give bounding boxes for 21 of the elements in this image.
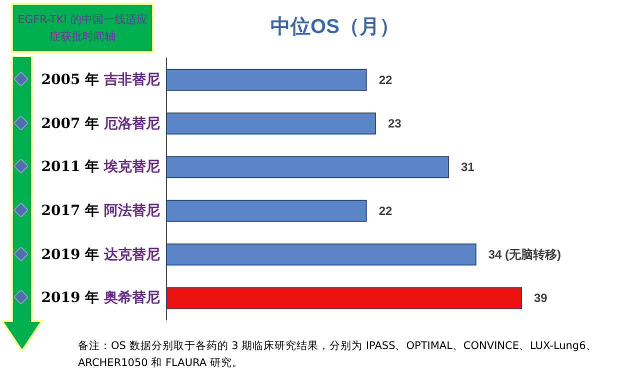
- y-tick-label: 2005 年 吉非替尼: [41, 72, 160, 88]
- y-tick-label: 2017 年 阿法替尼: [41, 202, 160, 219]
- data-label: 34 (无脑转移): [488, 248, 562, 262]
- data-label: 22: [378, 72, 392, 87]
- bar: [166, 112, 376, 134]
- bar: [166, 244, 476, 266]
- y-tick-label: 2019 年 达克替尼: [41, 246, 160, 262]
- data-label: 39: [534, 291, 548, 306]
- data-label: 23: [388, 116, 402, 130]
- y-tick-label: 2019 年 奥希替尼: [41, 290, 160, 306]
- bar: [166, 287, 522, 310]
- bar: [166, 68, 367, 91]
- y-tick-label: 2011 年 埃克替尼: [41, 159, 160, 176]
- text: 备注：OS 数据分别取于各药的 3 期临床研究结果，分别为 IPASS、OPTIMAL、CONVINCE、LUX-Lung6、ARCHER1050 和 FLAURA 研究。: [78, 339, 598, 371]
- bar: [166, 200, 367, 222]
- chart-subtitle: EGFR-TKI 的中国一线适应症获批时间轴: [11, 3, 154, 53]
- data-label: 22: [378, 204, 392, 218]
- bar: [166, 156, 449, 178]
- chart-title: 中位OS（月）: [270, 16, 400, 38]
- y-tick-label: 2007 年 厄洛替尼: [41, 116, 160, 132]
- data-label: 31: [460, 160, 475, 174]
